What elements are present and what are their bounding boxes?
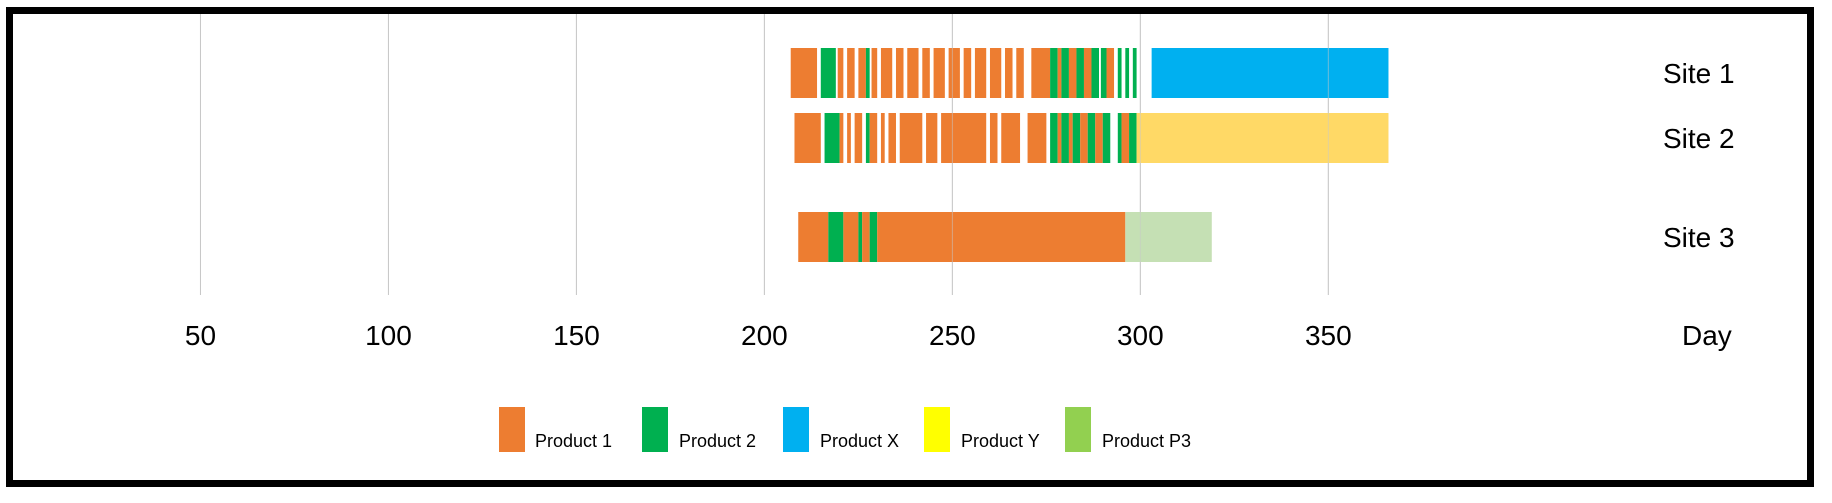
bar-site2-product-1	[1121, 113, 1130, 163]
bar-site2-product-2	[1050, 113, 1058, 163]
bar-site1-product-1	[963, 48, 972, 98]
x-tick-150: 150	[553, 320, 600, 351]
bar-site2-product-1	[1080, 113, 1088, 163]
bar-site1-product-1	[837, 48, 844, 98]
bar-site2-product-1	[1068, 113, 1073, 163]
bar-site1-product-1	[1057, 48, 1062, 98]
legend-label-product-2: Product 2	[679, 431, 756, 451]
bar-site1-product-1	[922, 48, 930, 98]
bar-site2-product-2	[1072, 113, 1081, 163]
bar-site3-product-p3	[1125, 212, 1212, 262]
bar-site2-product-1	[880, 113, 885, 163]
bar-site3-product-1	[798, 212, 829, 262]
bar-site3-product-2	[869, 212, 878, 262]
bar-site2-product-y	[1136, 113, 1389, 163]
bar-site1-product-1	[847, 48, 855, 98]
bar-site1-product-1	[1031, 48, 1051, 98]
bar-site2-product-2	[1117, 113, 1122, 163]
bar-site1-product-2	[1132, 48, 1137, 98]
legend-swatch-product-1	[499, 407, 525, 452]
x-tick-350: 350	[1305, 320, 1352, 351]
bar-site1-product-x	[1151, 48, 1389, 98]
bar-site3-product-2	[858, 212, 863, 262]
bar-site1-product-1	[1016, 48, 1024, 98]
x-tick-100: 100	[365, 320, 412, 351]
bar-site2-product-1	[1001, 113, 1021, 163]
x-axis-label: Day	[1682, 320, 1732, 351]
bar-site1-product-2	[1100, 48, 1107, 98]
bar-site2-product-1	[941, 113, 987, 163]
legend-label-product-p3: Product P3	[1102, 431, 1191, 451]
row-label-site-2: Site 2	[1663, 123, 1735, 154]
bar-site2-product-1	[794, 113, 821, 163]
bar-site2-product-2	[824, 113, 840, 163]
legend-label-product-y: Product Y	[961, 431, 1040, 451]
bar-site1-product-2	[1117, 48, 1122, 98]
legend-label-product-x: Product X	[820, 431, 899, 451]
bar-site2-product-2	[1061, 113, 1069, 163]
bar-site1-product-1	[933, 48, 945, 98]
bar-site2-product-1	[1057, 113, 1062, 163]
row-labels: Site 1 Site 2 Site 3	[1663, 58, 1735, 253]
row-label-site-1: Site 1	[1663, 58, 1735, 89]
bar-site2-product-1	[869, 113, 878, 163]
legend-swatch-product-x	[783, 407, 809, 452]
bar-site1-product-1	[1068, 48, 1077, 98]
bars	[199, 14, 1389, 295]
bar-site2-product-1	[899, 113, 923, 163]
bar-site1-product-1	[1106, 48, 1115, 98]
bar-site2-product-1	[839, 113, 844, 163]
x-tick-200: 200	[741, 320, 788, 351]
bar-site1-product-2	[1061, 48, 1069, 98]
bar-site3-product-1	[843, 212, 859, 262]
bar-site1-product-2	[820, 48, 836, 98]
x-tick-250: 250	[929, 320, 976, 351]
bar-site3-product-1	[877, 212, 1126, 262]
bar-site3-product-2	[828, 212, 844, 262]
bar-site1-product-1	[871, 48, 878, 98]
bar-site2-product-2	[1087, 113, 1096, 163]
legend-label-product-1: Product 1	[535, 431, 612, 451]
bar-site2-product-1	[1095, 113, 1103, 163]
bar-site1-product-2	[1076, 48, 1084, 98]
bar-site2-product-2	[865, 113, 870, 163]
legend: Product 1 Product 2 Product X Product Y Prod…	[499, 407, 1191, 452]
x-axis-ticks: 50 100 150 200 250 300 350	[185, 320, 1352, 351]
bar-site1-product-2	[1050, 48, 1058, 98]
bar-site1-product-1	[858, 48, 866, 98]
bar-site1-product-1	[974, 48, 987, 98]
x-tick-50: 50	[185, 320, 216, 351]
bar-site3-product-1	[862, 212, 870, 262]
bar-site1-product-1	[790, 48, 818, 98]
bar-site1-product-1	[907, 48, 919, 98]
bar-site1-product-2	[865, 48, 870, 98]
bar-site1-product-1	[948, 48, 960, 98]
bar-site2-product-1	[888, 113, 896, 163]
legend-swatch-product-2	[642, 407, 668, 452]
bar-site2-product-1	[926, 113, 938, 163]
bar-site2-product-1	[989, 113, 998, 163]
bar-site2-product-2	[1129, 113, 1137, 163]
bar-site1-product-2	[1091, 48, 1099, 98]
x-tick-300: 300	[1117, 320, 1164, 351]
legend-swatch-product-p3	[1065, 407, 1091, 452]
bar-site1-product-2	[1125, 48, 1130, 98]
legend-swatch-product-y	[924, 407, 950, 452]
bar-site1-product-1	[880, 48, 893, 98]
chart-frame: Site 1 Site 2 Site 3 50 100 150 200 250 300 350 …	[6, 7, 1814, 487]
bar-site2-product-1	[847, 113, 851, 163]
bar-site1-product-1	[1005, 48, 1013, 98]
bar-site1-product-1	[895, 48, 904, 98]
row-label-site-3: Site 3	[1663, 222, 1735, 253]
bar-site1-product-1	[1083, 48, 1092, 98]
bar-site2-product-1	[854, 113, 863, 163]
bar-site2-product-2	[1102, 113, 1111, 163]
bar-site2-product-1	[1027, 113, 1047, 163]
bar-site1-product-1	[989, 48, 1002, 98]
